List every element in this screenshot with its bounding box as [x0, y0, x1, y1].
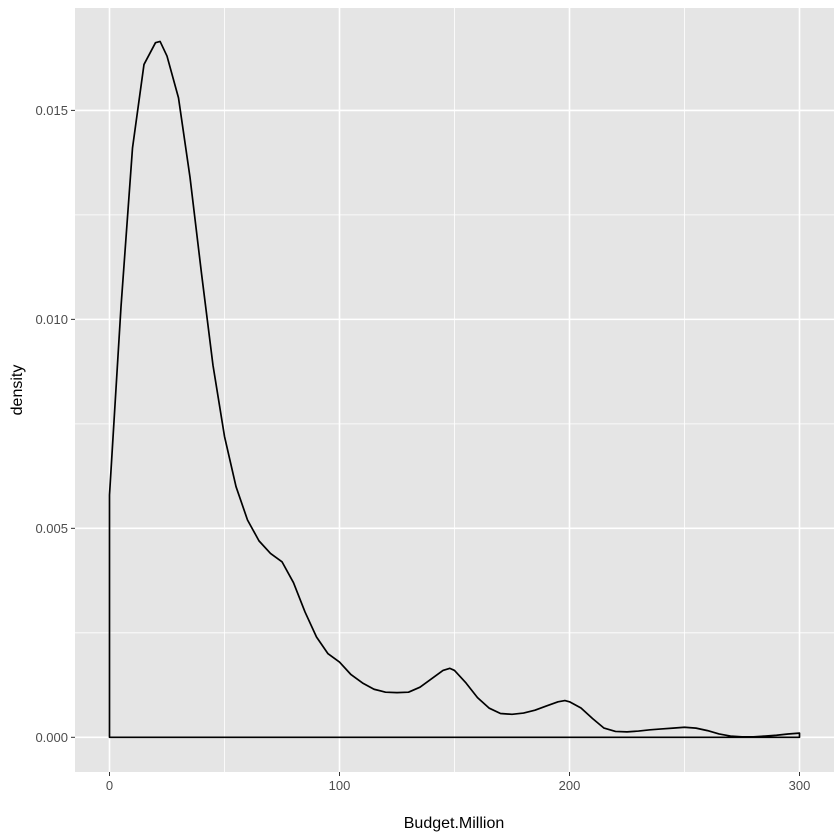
y-tick-label: 0.015	[35, 103, 68, 118]
x-axis-ticks: 0 100 200 300	[106, 772, 810, 793]
x-tick-label: 100	[329, 778, 351, 793]
y-axis-ticks: 0.000 0.005 0.010 0.015	[35, 103, 75, 745]
y-tick-label: 0.010	[35, 312, 68, 327]
density-curve	[108, 40, 801, 739]
y-tick-label: 0.000	[35, 730, 68, 745]
x-axis-title: Budget.Million	[404, 815, 505, 832]
y-tick-label: 0.005	[35, 521, 68, 536]
x-tick-label: 0	[106, 778, 113, 793]
y-axis-title: density	[9, 365, 26, 416]
x-tick-label: 200	[559, 778, 581, 793]
minor-gridlines	[75, 8, 834, 772]
x-tick-label: 300	[789, 778, 811, 793]
